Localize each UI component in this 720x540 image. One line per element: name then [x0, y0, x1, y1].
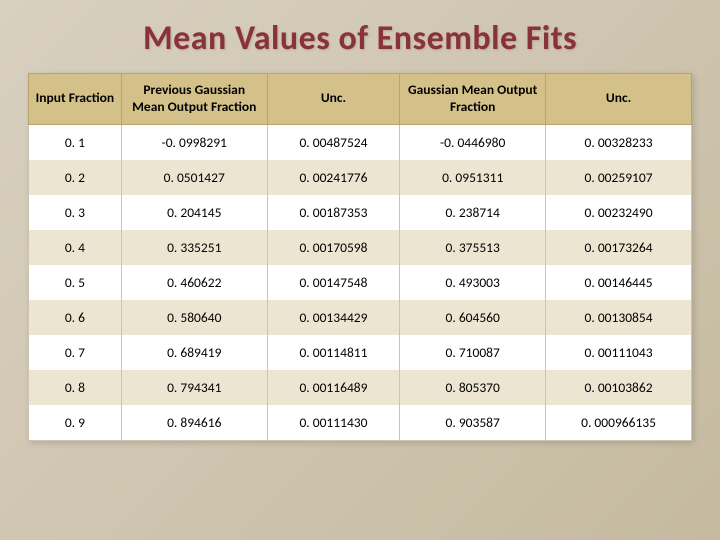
col-header-unc-1: Unc. — [267, 74, 400, 125]
table-cell: 0. 6 — [29, 300, 122, 335]
col-header-unc-2: Unc. — [546, 74, 692, 125]
table-cell: 0. 00134429 — [267, 300, 400, 335]
table-cell: 0. 689419 — [121, 335, 267, 370]
table-cell: -0. 0998291 — [121, 124, 267, 160]
table-cell: 0. 710087 — [400, 335, 546, 370]
table-cell: 0. 00241776 — [267, 160, 400, 195]
table-cell: 0. 805370 — [400, 370, 546, 405]
table-cell: 0. 5 — [29, 265, 122, 300]
table-body: 0. 1-0. 09982910. 00487524-0. 04469800. … — [29, 124, 692, 440]
table-cell: 0. 00147548 — [267, 265, 400, 300]
table-row: 0. 40. 3352510. 001705980. 3755130. 0017… — [29, 230, 692, 265]
table-cell: 0. 00487524 — [267, 124, 400, 160]
table-cell: 0. 903587 — [400, 405, 546, 441]
table-cell: 0. 00187353 — [267, 195, 400, 230]
col-header-prev-gaussian: Previous Gaussian Mean Output Fraction — [121, 74, 267, 125]
table-cell: 0. 604560 — [400, 300, 546, 335]
table-row: 0. 60. 5806400. 001344290. 6045600. 0013… — [29, 300, 692, 335]
table-cell: 0. 1 — [29, 124, 122, 160]
table-row: 0. 20. 05014270. 002417760. 09513110. 00… — [29, 160, 692, 195]
table-cell: 0. 4 — [29, 230, 122, 265]
table-cell: 0. 238714 — [400, 195, 546, 230]
table-cell: 0. 00328233 — [546, 124, 692, 160]
table-cell: 0. 00130854 — [546, 300, 692, 335]
table-cell: 0. 00111043 — [546, 335, 692, 370]
table-cell: 0. 375513 — [400, 230, 546, 265]
table-cell: 0. 335251 — [121, 230, 267, 265]
table-cell: 0. 8 — [29, 370, 122, 405]
table-cell: 0. 580640 — [121, 300, 267, 335]
table-cell: 0. 493003 — [400, 265, 546, 300]
table-cell: 0. 460622 — [121, 265, 267, 300]
table-row: 0. 70. 6894190. 001148110. 7100870. 0011… — [29, 335, 692, 370]
table-cell: 0. 2 — [29, 160, 122, 195]
table-cell: 0. 0501427 — [121, 160, 267, 195]
table-cell: 0. 00146445 — [546, 265, 692, 300]
table-cell: 0. 9 — [29, 405, 122, 441]
table-cell: -0. 0446980 — [400, 124, 546, 160]
table-cell: 0. 0951311 — [400, 160, 546, 195]
table-cell: 0. 00111430 — [267, 405, 400, 441]
table-cell: 0. 000966135 — [546, 405, 692, 441]
table-cell: 0. 00232490 — [546, 195, 692, 230]
table-cell: 0. 794341 — [121, 370, 267, 405]
table-row: 0. 80. 7943410. 001164890. 8053700. 0010… — [29, 370, 692, 405]
table-cell: 0. 00173264 — [546, 230, 692, 265]
table-header: Input Fraction Previous Gaussian Mean Ou… — [29, 74, 692, 125]
table-cell: 0. 00114811 — [267, 335, 400, 370]
table-cell: 0. 204145 — [121, 195, 267, 230]
table-cell: 0. 00103862 — [546, 370, 692, 405]
table-cell: 0. 7 — [29, 335, 122, 370]
page-title: Mean Values of Ensemble Fits — [28, 18, 692, 59]
table-row: 0. 30. 2041450. 001873530. 2387140. 0023… — [29, 195, 692, 230]
table-cell: 0. 3 — [29, 195, 122, 230]
table-row: 0. 90. 8946160. 001114300. 9035870. 0009… — [29, 405, 692, 441]
table-cell: 0. 00116489 — [267, 370, 400, 405]
ensemble-fits-table: Input Fraction Previous Gaussian Mean Ou… — [28, 73, 692, 441]
table-row: 0. 1-0. 09982910. 00487524-0. 04469800. … — [29, 124, 692, 160]
col-header-input-fraction: Input Fraction — [29, 74, 122, 125]
table-cell: 0. 894616 — [121, 405, 267, 441]
table-cell: 0. 00259107 — [546, 160, 692, 195]
col-header-gaussian: Gaussian Mean Output Fraction — [400, 74, 546, 125]
table-row: 0. 50. 4606220. 001475480. 4930030. 0014… — [29, 265, 692, 300]
table-cell: 0. 00170598 — [267, 230, 400, 265]
